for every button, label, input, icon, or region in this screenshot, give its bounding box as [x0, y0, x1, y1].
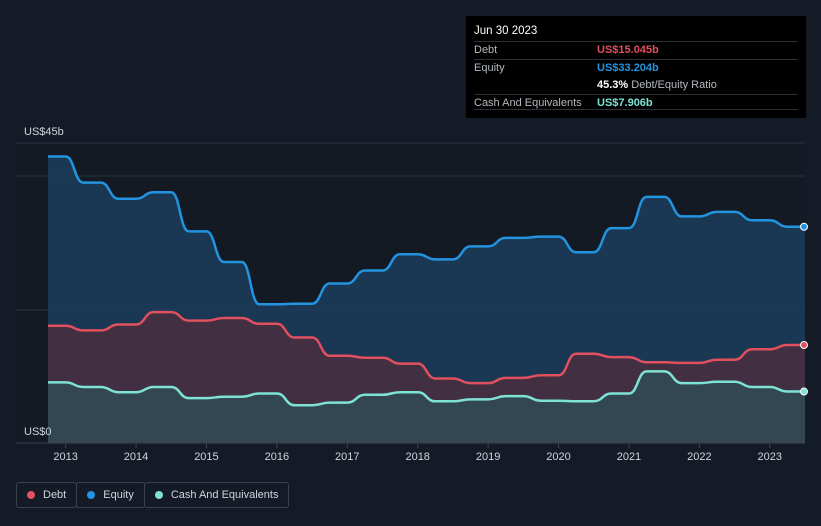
tooltip-divider — [474, 109, 798, 110]
tooltip-ratio-label: Debt/Equity Ratio — [631, 79, 717, 91]
tooltip-equity-row: Equity US$33.204b — [474, 59, 798, 77]
data-tooltip: Jun 30 2023 Debt US$15.045b Equity US$33… — [466, 16, 806, 118]
tooltip-debt-value: US$15.045b — [597, 44, 659, 56]
tooltip-ratio: 45.3% Debt/Equity Ratio — [597, 77, 717, 94]
y-axis-bottom-label: US$0 — [24, 426, 52, 438]
legend-item-equity[interactable]: Equity — [76, 482, 145, 508]
x-tick-label: 2014 — [124, 451, 148, 463]
legend-cash-label: Cash And Equivalents — [170, 489, 279, 501]
tooltip-cash-label: Cash And Equivalents — [474, 97, 582, 109]
tooltip-equity-label: Equity — [474, 62, 505, 74]
x-tick-label: 2020 — [546, 451, 570, 463]
debt-legend-dot-icon — [27, 491, 35, 499]
tooltip-equity-value: US$33.204b — [597, 62, 659, 74]
x-tick-label: 2015 — [194, 451, 218, 463]
tooltip-debt-label: Debt — [474, 44, 498, 56]
y-axis-top-label: US$45b — [24, 126, 64, 138]
legend-item-debt[interactable]: Debt — [16, 482, 78, 508]
x-tick-label: 2018 — [405, 451, 429, 463]
series-lines — [47, 155, 805, 407]
series-endpoints — [800, 222, 808, 396]
legend-item-cash[interactable]: Cash And Equivalents — [143, 482, 290, 508]
debt-line — [47, 310, 805, 385]
x-tick-label: 2021 — [617, 451, 641, 463]
tooltip-cash-value: US$7.906b — [597, 97, 653, 109]
equity-line — [48, 155, 805, 306]
cash-legend-dot-icon — [154, 491, 163, 499]
equity-legend-dot-icon — [87, 491, 96, 499]
cash-line — [48, 370, 805, 407]
cash-endpoint-marker[interactable] — [800, 387, 808, 396]
x-tick-label: 2019 — [476, 451, 500, 463]
x-tick-label: 2016 — [265, 451, 289, 463]
x-tick-label: 2023 — [758, 451, 782, 463]
equity-endpoint-marker[interactable] — [800, 222, 808, 231]
legend-debt-label: Debt — [43, 489, 67, 501]
legend-equity-label: Equity — [103, 489, 134, 501]
tooltip-date: Jun 30 2023 — [474, 25, 538, 37]
tooltip-debt-row: Debt US$15.045b — [474, 41, 798, 59]
x-axis-ticks: 2013 2014 2015 2016 2017 2018 2019 2020 2021 2022… — [53, 443, 782, 463]
chart-legend: Debt Equity Cash And Equivalents — [16, 482, 290, 510]
tooltip-ratio-row: 45.3% Debt/Equity Ratio — [474, 77, 798, 94]
x-tick-label: 2022 — [687, 451, 711, 463]
debt-endpoint-marker[interactable] — [800, 341, 808, 350]
tooltip-cash-row: Cash And Equivalents US$7.906b — [474, 94, 798, 112]
cash-area — [48, 371, 805, 443]
x-tick-label: 2017 — [335, 451, 359, 463]
tooltip-ratio-value: 45.3% — [597, 79, 629, 91]
x-tick-label: 2013 — [53, 451, 77, 463]
